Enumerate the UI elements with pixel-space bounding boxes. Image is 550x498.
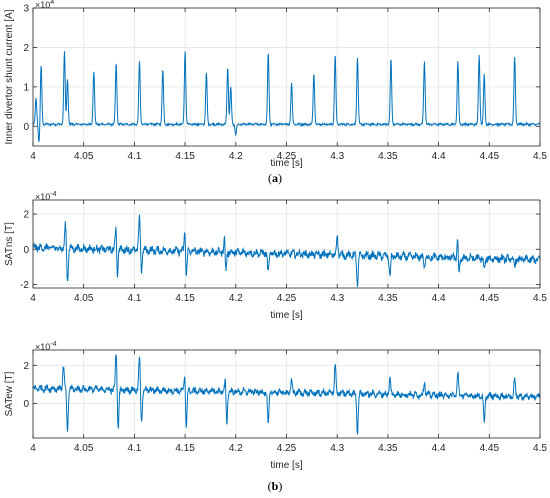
x-tick-label: 4 xyxy=(30,443,36,454)
y-tick-label: 2 xyxy=(23,43,29,54)
x-tick-label: 4.3 xyxy=(330,443,344,454)
y-tick-label: 2 xyxy=(23,210,29,221)
chart-panel: 4 4.05 4.1 4.15 4.2 4.25 4.3 4.35 4.4 4.45 4.5 0 1 2 3… xyxy=(4,0,547,185)
y-axis-label: Inner divertor shunt current [A] xyxy=(4,9,15,144)
panel-caption: (b) xyxy=(268,479,283,493)
x-tick-label: 4.2 xyxy=(229,443,243,454)
x-tick-label: 4.2 xyxy=(229,293,243,304)
x-tick-label: 4.45 xyxy=(480,293,500,304)
y-tick-label: 2 xyxy=(23,361,29,372)
y-tick-label: 0 xyxy=(23,122,29,133)
x-tick-label: 4.25 xyxy=(277,293,297,304)
caption-open: ( xyxy=(268,171,272,185)
x-tick-label: 4.05 xyxy=(74,293,94,304)
signal-line xyxy=(32,51,541,142)
axis-exponent: ×10-4 xyxy=(35,341,57,352)
caption-letter: a xyxy=(272,171,278,185)
y-tick-label: 3 xyxy=(23,4,29,15)
x-tick-label: 4.25 xyxy=(277,151,297,162)
x-tick-label: 4.5 xyxy=(533,151,547,162)
x-tick-label: 4.1 xyxy=(127,293,141,304)
x-tick-label: 4.1 xyxy=(127,443,141,454)
x-tick-label: 4.45 xyxy=(480,443,500,454)
axis-exponent-power: 4 xyxy=(50,0,54,6)
caption-letter: b xyxy=(272,479,279,493)
caption-close: ) xyxy=(278,171,282,185)
x-tick-label: 4.25 xyxy=(277,443,297,454)
x-tick-label: 4.4 xyxy=(432,443,446,454)
x-tick-label: 4.5 xyxy=(533,443,547,454)
chart-panel: 4 4.05 4.1 4.15 4.2 4.25 4.3 4.35 4.4 4.45 4.5 0 2 ×1… xyxy=(4,341,547,493)
x-tick-label: 4.4 xyxy=(432,151,446,162)
caption-close: ) xyxy=(278,479,282,493)
x-axis-label: time [s] xyxy=(270,460,302,471)
x-tick-label: 4.45 xyxy=(480,151,500,162)
y-tick-label: 0 xyxy=(23,399,29,410)
x-tick-label: 4.15 xyxy=(175,293,195,304)
x-tick-label: 4.5 xyxy=(533,293,547,304)
x-tick-label: 4.4 xyxy=(432,293,446,304)
signal-line xyxy=(32,214,541,287)
axis-exponent-power: -4 xyxy=(50,191,56,198)
axis-exponent: ×104 xyxy=(35,0,54,10)
chart-panel: 4 4.05 4.1 4.15 4.2 4.25 4.3 4.35 4.4 4.45 4.5 -2 0 2… xyxy=(4,191,547,321)
x-tick-label: 4.35 xyxy=(378,151,398,162)
x-axis-label: time [s] xyxy=(270,158,302,169)
y-axis-label: SATew [T] xyxy=(4,371,15,416)
x-tick-label: 4.1 xyxy=(127,151,141,162)
axis-exponent-power: -4 xyxy=(50,341,56,348)
x-axis-label: time [s] xyxy=(270,310,302,321)
x-tick-label: 4.05 xyxy=(74,443,94,454)
x-tick-label: 4.35 xyxy=(378,443,398,454)
signal-line xyxy=(32,353,541,435)
x-tick-label: 4.3 xyxy=(330,151,344,162)
caption-open: ( xyxy=(268,479,272,493)
y-axis-label: SATns [T] xyxy=(4,222,15,266)
x-tick-label: 4.15 xyxy=(175,151,195,162)
x-tick-label: 4.2 xyxy=(229,151,243,162)
x-tick-label: 4.15 xyxy=(175,443,195,454)
y-tick-label: 0 xyxy=(23,245,29,256)
x-tick-label: 4 xyxy=(30,151,36,162)
x-tick-label: 4 xyxy=(30,293,36,304)
y-tick-label: 1 xyxy=(23,82,29,93)
axis-exponent: ×10-4 xyxy=(35,191,57,202)
panel-caption: (a) xyxy=(268,171,282,185)
x-tick-label: 4.3 xyxy=(330,293,344,304)
x-tick-label: 4.05 xyxy=(74,151,94,162)
x-tick-label: 4.35 xyxy=(378,293,398,304)
y-tick-label: -2 xyxy=(20,280,29,291)
